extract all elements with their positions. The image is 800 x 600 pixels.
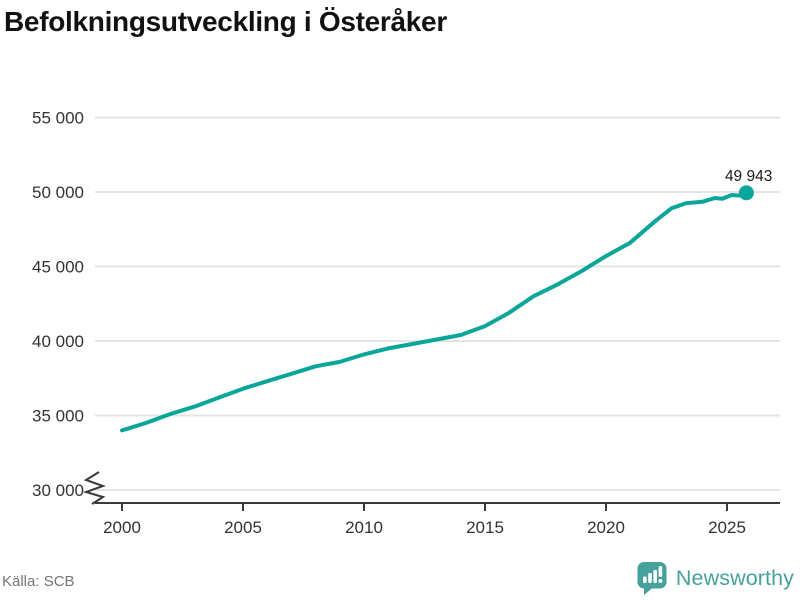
y-tick-label: 30 000 [32,481,84,500]
newsworthy-logo: Newsworthy [635,560,794,596]
x-tick-label: 2020 [587,518,625,537]
y-tick-label: 55 000 [32,109,84,128]
y-tick-label: 45 000 [32,258,84,277]
x-tick-label: 2025 [708,518,746,537]
x-tick-label: 2005 [224,518,262,537]
latest-value-dot [738,185,754,201]
source-label: Källa: SCB [2,573,75,590]
x-tick-label: 2010 [345,518,383,537]
axis-break-icon [82,471,107,505]
newsworthy-wordmark: Newsworthy [675,565,794,590]
x-tick-label: 2015 [466,518,504,537]
latest-value-label: 49 943 [725,168,772,185]
newsworthy-bubble-icon [637,562,667,595]
y-tick-label: 35 000 [32,407,84,426]
y-tick-label: 50 000 [32,183,84,202]
x-tick-label: 2000 [103,518,141,537]
chart-title: Befolkningsutveckling i Österåker [4,6,447,37]
y-tick-label: 40 000 [32,332,84,351]
population-series-line [120,190,749,433]
